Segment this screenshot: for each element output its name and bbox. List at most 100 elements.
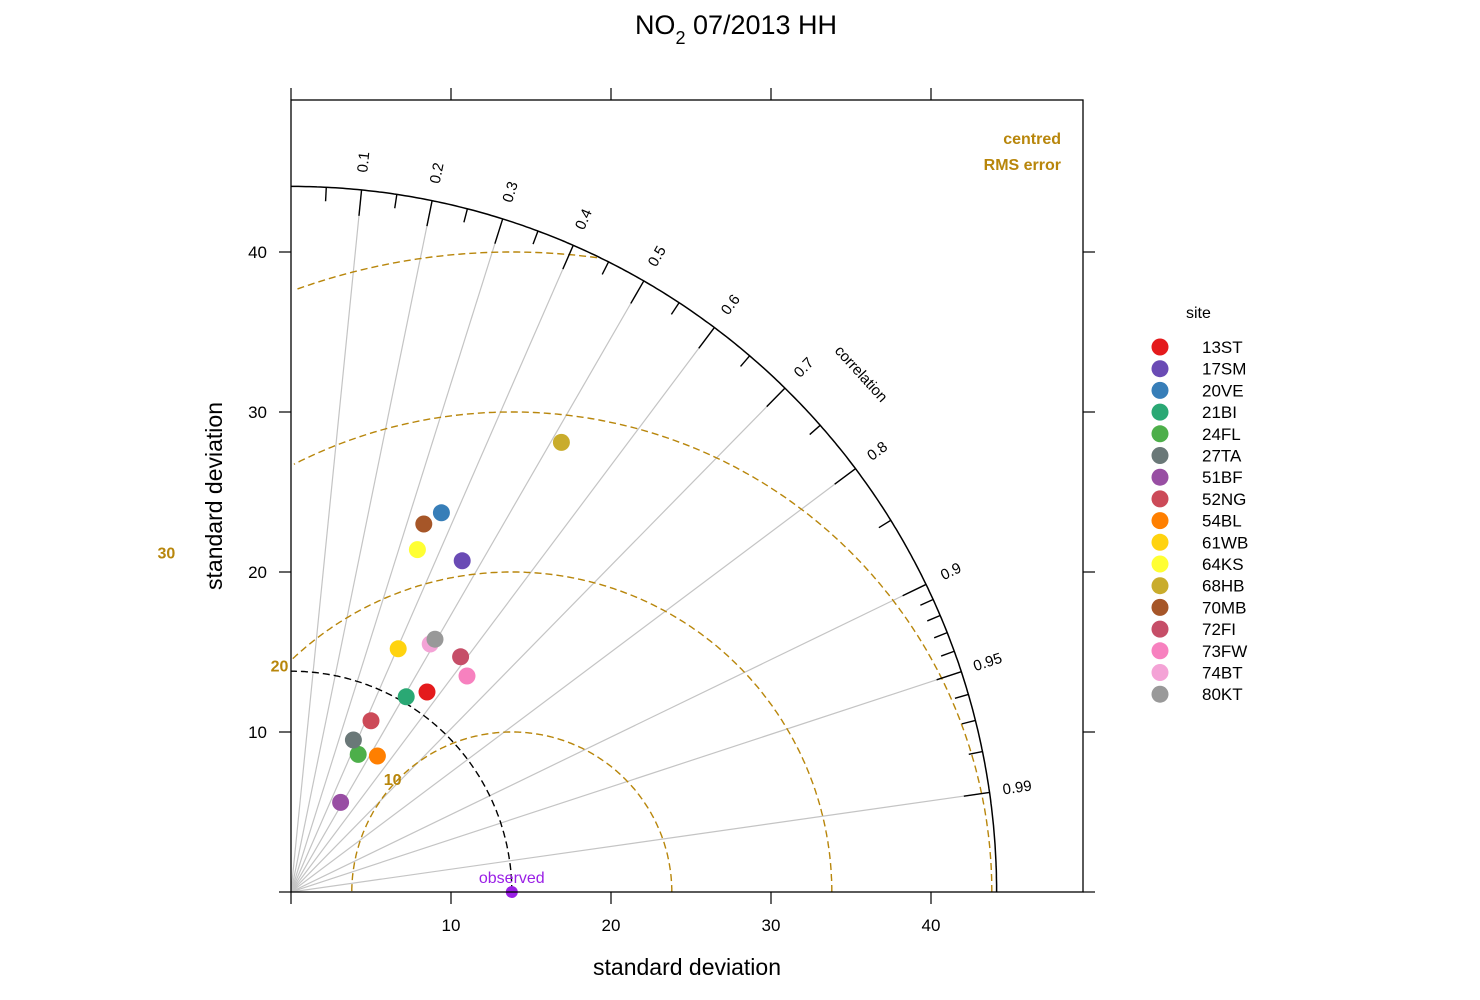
correlation-tick — [740, 355, 751, 367]
max-sd-arc-line — [291, 185, 998, 892]
correlation-tick — [902, 583, 927, 597]
legend-title: site — [1186, 305, 1211, 322]
legend-label: 68HB — [1202, 577, 1245, 596]
site-point — [432, 504, 450, 522]
site-point — [362, 712, 380, 730]
correlation-tick — [926, 614, 941, 622]
correlation-ray — [290, 218, 504, 893]
site-point — [453, 552, 471, 570]
correlation-label: 0.5 — [645, 243, 670, 270]
correlation-ray — [290, 671, 962, 893]
legend-label: 52NG — [1202, 490, 1246, 509]
site-point — [408, 541, 426, 559]
correlation-label: 0.2 — [427, 161, 448, 185]
correlation-ray — [290, 583, 927, 893]
title-rest: 07/2013 HH — [685, 10, 837, 40]
correlation-label: 0.7 — [791, 354, 818, 381]
y-tick-label: 10 — [248, 723, 267, 742]
correlation-label: 0.9 — [938, 560, 964, 584]
correlation-ray — [290, 387, 786, 893]
correlation-label: 0.95 — [971, 650, 1004, 675]
correlation-tick — [426, 200, 433, 227]
legend-marker — [1151, 512, 1169, 530]
legend-label: 70MB — [1202, 598, 1246, 617]
correlation-ray — [290, 245, 574, 893]
legend-label: 21BI — [1202, 403, 1237, 422]
correlation-tick — [358, 189, 363, 216]
correlation-tick — [601, 261, 610, 275]
chart-title: NO2 07/2013 HH — [635, 10, 837, 48]
observed-label: observed — [479, 870, 545, 887]
rms-title-line1: centred — [1003, 131, 1061, 148]
rms-contour — [293, 411, 993, 892]
rms-contour-label: 10 — [384, 772, 402, 789]
correlation-label: 0.6 — [718, 291, 744, 318]
correlation-ticks — [324, 187, 990, 797]
legend-marker — [1151, 598, 1169, 616]
correlation-tick — [766, 387, 786, 408]
x-axis-label: standard deviation — [593, 954, 781, 980]
site-point — [332, 793, 350, 811]
correlation-ray — [290, 327, 715, 893]
correlation-tick — [920, 598, 934, 606]
legend-label: 72FI — [1202, 620, 1236, 639]
site-point — [552, 433, 570, 451]
rms-contour — [292, 571, 833, 892]
y-tick-label: 30 — [248, 403, 267, 422]
correlation-tick — [463, 208, 469, 223]
legend-label: 20VE — [1202, 381, 1244, 400]
site-point — [389, 640, 407, 658]
correlation-tick — [954, 693, 969, 700]
correlation-labels: 0.1 0.2 0.3 0.4 0.5 0.6 0.7 0.8 0.9 0.95 0.99 — [354, 151, 1032, 799]
site-point — [418, 683, 436, 701]
correlation-ray — [290, 200, 433, 893]
y-tick-label: 20 — [248, 563, 267, 582]
site-point — [452, 648, 470, 666]
legend-marker — [1151, 425, 1169, 443]
correlation-tick — [494, 218, 504, 244]
correlation-tick — [963, 791, 990, 797]
correlation-tick — [394, 194, 398, 209]
legend-marker — [1151, 468, 1169, 486]
correlation-rays — [290, 189, 990, 893]
correlation-ray — [290, 468, 856, 893]
correlation-tick — [936, 671, 962, 681]
rms-title-line2: RMS error — [984, 157, 1061, 174]
correlation-label: 0.8 — [864, 438, 891, 464]
observed-reference: observed — [291, 670, 545, 898]
legend-marker — [1151, 490, 1169, 508]
legend-label: 80KT — [1202, 685, 1243, 704]
correlation-tick — [630, 280, 645, 304]
correlation-tick — [834, 468, 856, 485]
rms-contour-label: 30 — [157, 546, 175, 563]
correlation-tick — [809, 424, 821, 436]
y-tick-label: 40 — [248, 243, 267, 262]
correlation-ray — [290, 189, 363, 893]
legend-label: 24FL — [1202, 425, 1241, 444]
correlation-ray — [290, 280, 645, 893]
x-tick-label: 30 — [762, 916, 781, 935]
correlation-label: 0.4 — [572, 206, 596, 232]
correlation-title: correlation — [831, 342, 891, 405]
observed-sd-arc — [291, 670, 513, 892]
legend-marker — [1151, 664, 1169, 681]
site-point — [344, 731, 362, 749]
correlation-tick — [940, 650, 955, 657]
rms-contour — [351, 731, 673, 892]
legend-marker — [1151, 555, 1169, 573]
correlation-label: 0.1 — [354, 151, 373, 173]
legend-label: 51BF — [1202, 468, 1243, 487]
axis-ticks: 10 20 30 40 10 20 30 40 — [248, 88, 1095, 935]
legend-marker — [1151, 685, 1169, 703]
site-point — [458, 667, 476, 685]
correlation-tick — [324, 187, 327, 202]
y-axis-label: standard deviation — [201, 402, 227, 590]
correlation-tick — [562, 245, 574, 270]
correlation-tick — [968, 750, 983, 756]
correlation-label: 0.99 — [1002, 778, 1033, 799]
correlation-ray — [290, 791, 990, 893]
legend-marker — [1151, 577, 1169, 595]
legend-label: 61WB — [1202, 533, 1248, 552]
max-sd-arc — [291, 185, 998, 892]
